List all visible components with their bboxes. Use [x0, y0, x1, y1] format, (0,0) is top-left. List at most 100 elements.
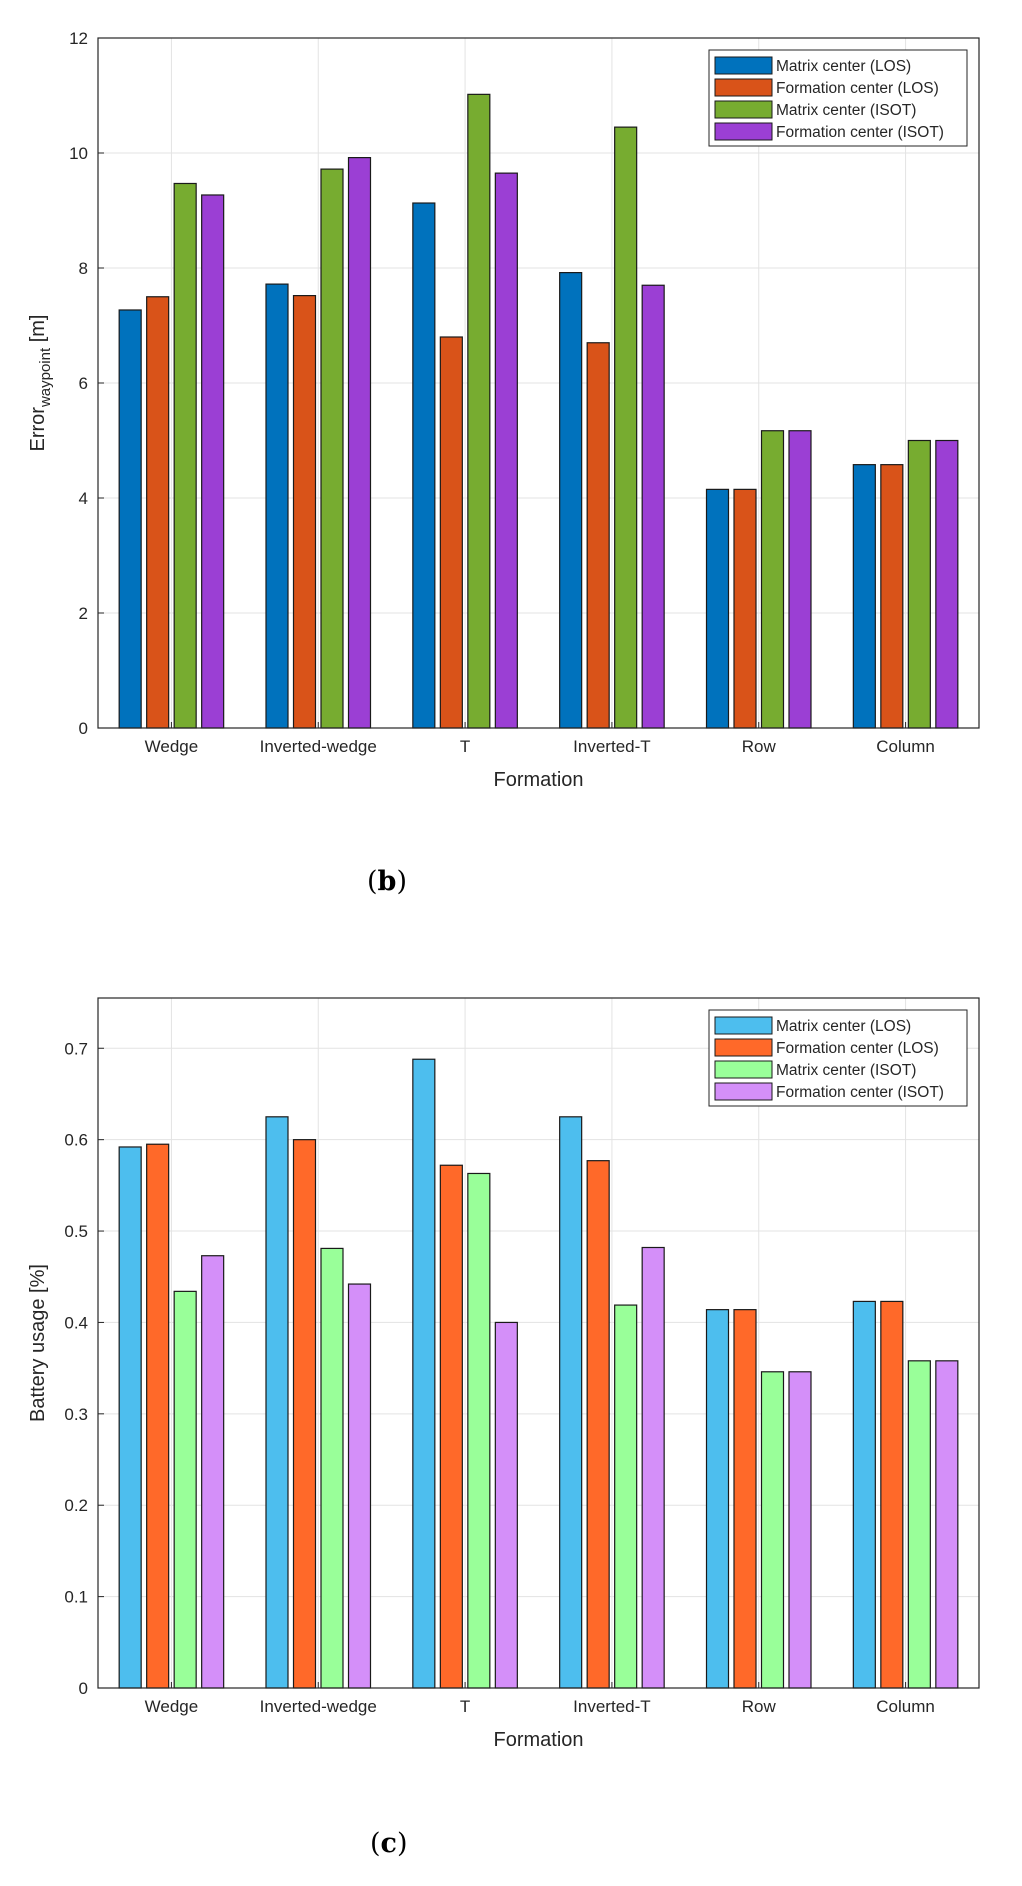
- bar-t-series-3: [467, 93, 491, 729]
- y-axis-label: Errorwaypoint [m]: [27, 315, 54, 452]
- legend-label: Formation center (LOS): [776, 80, 939, 97]
- bar-column-series-3: [907, 1360, 931, 1689]
- legend-swatch: [714, 1082, 773, 1101]
- y-tick-label: 6: [79, 374, 88, 393]
- bar-t-series-1: [412, 202, 436, 729]
- bar-row-series-3: [760, 430, 785, 729]
- y-tick-label: 0.2: [64, 1496, 88, 1515]
- bar-t-series-4: [494, 172, 518, 729]
- x-tick-label: Column: [876, 1697, 935, 1716]
- legend-label: Formation center (ISOT): [776, 124, 944, 141]
- bar-column-series-4: [935, 1360, 959, 1689]
- y-tick-label: 0.5: [64, 1222, 88, 1241]
- bar-t-series-2: [439, 1164, 463, 1689]
- bar-t-series-2: [439, 336, 463, 729]
- bar-inverted-t-series-2: [586, 1160, 610, 1689]
- x-tick-label: Inverted-T: [573, 1697, 650, 1716]
- x-axis-label: Formation: [493, 769, 583, 791]
- bar-inverted-t-series-4: [641, 284, 665, 729]
- y-tick-label: 2: [79, 604, 88, 623]
- legend-swatch: [714, 1016, 773, 1035]
- legend-label: Matrix center (LOS): [776, 58, 911, 75]
- bar-inverted-wedge-series-3: [320, 1247, 344, 1689]
- legend-label: Matrix center (ISOT): [776, 102, 916, 119]
- bar-inverted-t-series-2: [586, 342, 610, 729]
- legend-label: Matrix center (ISOT): [776, 1062, 916, 1079]
- bar-wedge-series-3: [173, 182, 197, 729]
- bar-wedge-series-3: [173, 1290, 197, 1689]
- x-tick-label: Row: [742, 737, 777, 756]
- y-tick-label: 0: [79, 1679, 88, 1698]
- bar-inverted-t-series-4: [641, 1246, 665, 1689]
- y-tick-label: 12: [69, 29, 88, 48]
- bar-wedge-series-1: [118, 1146, 142, 1689]
- bar-row-series-2: [733, 1309, 757, 1689]
- bar-inverted-wedge-series-2: [292, 295, 317, 729]
- y-tick-label: 0.4: [64, 1313, 88, 1332]
- bar-inverted-wedge-series-1: [265, 283, 289, 729]
- x-tick-label: Row: [742, 1697, 777, 1716]
- x-tick-label: T: [460, 737, 470, 756]
- legend: Matrix center (LOS) Formation center (LOS…: [708, 1009, 968, 1107]
- y-tick-label: 8: [79, 259, 88, 278]
- y-tick-label: 0.3: [64, 1405, 88, 1424]
- y-tick-label: 0: [79, 719, 88, 738]
- x-tick-label: Wedge: [145, 737, 199, 756]
- legend-swatch: [714, 56, 773, 75]
- legend-swatch: [714, 78, 773, 97]
- bar-inverted-t-series-3: [614, 126, 638, 729]
- axes-frame: [97, 997, 980, 1689]
- bar-t-series-1: [412, 1058, 436, 1689]
- bar-row-series-1: [705, 1309, 730, 1689]
- bar-inverted-t-series-1: [559, 272, 583, 729]
- bar-inverted-wedge-series-3: [320, 168, 344, 729]
- bar-row-series-4: [788, 1371, 812, 1689]
- legend-label: Matrix center (LOS): [776, 1018, 911, 1035]
- legend-swatch: [714, 100, 773, 119]
- bar-column-series-1: [852, 464, 876, 729]
- chart-b: 0 2 4 6 8 10 12 Wedge Inverted-wedge T Inverted-T R…: [27, 29, 980, 791]
- legend-swatch: [714, 1060, 773, 1079]
- bar-column-series-1: [852, 1300, 876, 1689]
- x-tick-label: Inverted-wedge: [260, 737, 377, 756]
- bar-t-series-3: [467, 1172, 491, 1689]
- y-tick-label: 0.1: [64, 1588, 88, 1607]
- bar-row-series-3: [760, 1371, 785, 1689]
- x-tick-label: Wedge: [145, 1697, 199, 1716]
- y-tick-label: 10: [69, 144, 88, 163]
- y-axis-label: Battery usage [%]: [27, 1264, 49, 1422]
- legend-swatch: [714, 1038, 773, 1057]
- legend-label: Formation center (ISOT): [776, 1084, 944, 1101]
- legend-swatch: [714, 122, 773, 141]
- bar-column-series-3: [907, 439, 931, 729]
- bar-row-series-2: [733, 488, 757, 729]
- bar-wedge-series-4: [201, 1255, 225, 1689]
- bar-wedge-series-2: [146, 296, 170, 729]
- bar-inverted-wedge-series-2: [292, 1139, 317, 1689]
- bar-inverted-t-series-3: [614, 1304, 638, 1689]
- bar-column-series-2: [880, 1300, 904, 1689]
- bar-t-series-4: [494, 1321, 518, 1689]
- bar-wedge-series-2: [146, 1143, 170, 1689]
- y-tick-label: 0.7: [64, 1039, 88, 1058]
- x-axis-label: Formation: [493, 1729, 583, 1751]
- panel-label-b: (b): [367, 866, 407, 897]
- bar-column-series-2: [880, 464, 904, 729]
- bar-inverted-wedge-series-4: [347, 157, 372, 729]
- bar-row-series-4: [788, 430, 812, 729]
- y-tick-label: 4: [79, 489, 88, 508]
- bar-inverted-wedge-series-1: [265, 1116, 289, 1689]
- bar-wedge-series-4: [201, 194, 225, 729]
- x-tick-label: Inverted-T: [573, 737, 650, 756]
- panel-label-c: (c): [370, 1828, 408, 1859]
- legend: Matrix center (LOS) Formation center (LOS…: [708, 49, 968, 147]
- bar-inverted-wedge-series-4: [347, 1283, 372, 1689]
- x-tick-label: T: [460, 1697, 470, 1716]
- bar-row-series-1: [705, 488, 730, 729]
- bar-wedge-series-1: [118, 309, 142, 729]
- plot-area: [98, 998, 979, 1688]
- legend-label: Formation center (LOS): [776, 1040, 939, 1057]
- chart-c: 0 0.1 0.2 0.3 0.4 0.5 0.6 0.7 Wedge Inverted-wedg…: [27, 997, 980, 1751]
- axes-frame: [97, 37, 980, 729]
- bar-column-series-4: [935, 439, 959, 729]
